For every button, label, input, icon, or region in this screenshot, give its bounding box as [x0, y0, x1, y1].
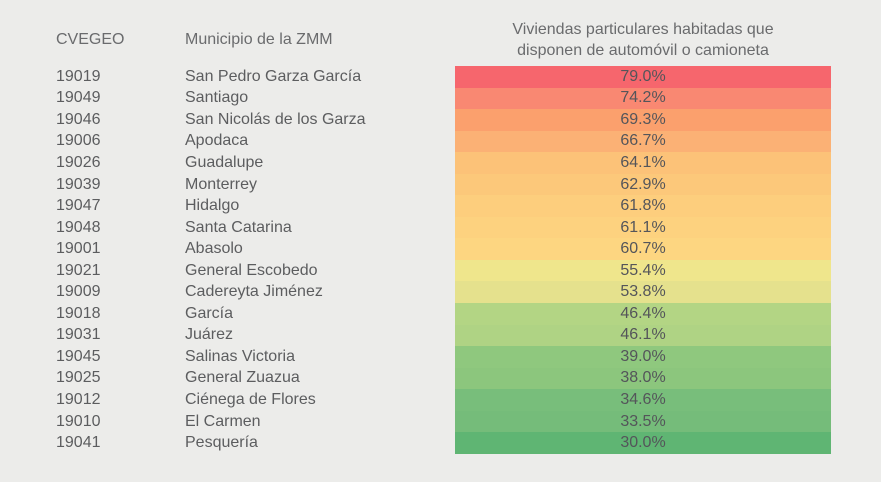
value-cell: 61.1% — [455, 216, 831, 239]
value-cell: 60.7% — [455, 238, 831, 260]
cvegeo-cell: 19031 — [56, 326, 101, 344]
cvegeo-cell: 19001 — [56, 240, 101, 258]
municipio-cell: Pesquería — [185, 434, 258, 452]
column-header-cvegeo: CVEGEO — [56, 31, 125, 48]
table-body: 19019 San Pedro Garza García 79.0% 19049… — [0, 66, 881, 454]
value-cell: 53.8% — [455, 281, 831, 304]
cvegeo-cell: 19048 — [56, 218, 101, 236]
value-cell: 30.0% — [455, 432, 831, 454]
column-header-municipio: Municipio de la ZMM — [185, 31, 333, 48]
cvegeo-cell: 19006 — [56, 132, 101, 150]
value-cell: 62.9% — [455, 173, 831, 196]
value-cell: 33.5% — [455, 410, 831, 433]
municipio-cell: Santiago — [185, 89, 249, 107]
municipio-cell: San Pedro Garza García — [185, 67, 362, 85]
table-row: 19025 General Zuazua 38.0% — [0, 367, 881, 390]
municipio-cell: Guadalupe — [185, 153, 264, 171]
column-header-values: Viviendas particulares habitadas que dis… — [455, 19, 831, 61]
cvegeo-cell: 19025 — [56, 369, 101, 387]
table-row: 19010 El Carmen 33.5% — [0, 410, 881, 433]
column-header-values-line2: disponen de automóvil o camioneta — [517, 42, 769, 59]
cvegeo-cell: 19049 — [56, 89, 101, 107]
table-row: 19019 San Pedro Garza García 79.0% — [0, 66, 881, 88]
municipio-cell: El Carmen — [185, 412, 261, 430]
heatmap-table: CVEGEO Municipio de la ZMM Viviendas par… — [0, 0, 881, 454]
municipio-cell: San Nicolás de los Garza — [185, 110, 366, 128]
table-row: 19012 Ciénega de Flores 34.6% — [0, 389, 881, 411]
cvegeo-cell: 19026 — [56, 153, 101, 171]
municipio-cell: García — [185, 304, 234, 322]
column-header-values-line1: Viviendas particulares habitadas que — [512, 21, 774, 38]
table-row: 19001 Abasolo 60.7% — [0, 238, 881, 260]
table-row: 19046 San Nicolás de los Garza 69.3% — [0, 109, 881, 131]
table-row: 19021 General Escobedo 55.4% — [0, 259, 881, 282]
cvegeo-cell: 19046 — [56, 110, 101, 128]
value-cell: 34.6% — [455, 389, 831, 411]
municipio-cell: General Escobedo — [185, 261, 318, 279]
cvegeo-cell: 19039 — [56, 175, 101, 193]
municipio-cell: Cadereyta Jiménez — [185, 283, 323, 301]
table-row: 19045 Salinas Victoria 39.0% — [0, 346, 881, 368]
value-cell: 66.7% — [455, 130, 831, 153]
value-cell: 69.3% — [455, 109, 831, 131]
municipio-cell: Apodaca — [185, 132, 249, 150]
table-row: 19031 Juárez 46.1% — [0, 324, 881, 347]
municipio-cell: Abasolo — [185, 240, 243, 258]
table-row: 19026 Guadalupe 64.1% — [0, 152, 881, 174]
cvegeo-cell: 19010 — [56, 412, 101, 430]
table-row: 19009 Cadereyta Jiménez 53.8% — [0, 281, 881, 304]
cvegeo-cell: 19047 — [56, 197, 101, 215]
value-cell: 46.1% — [455, 324, 831, 347]
municipio-cell: Salinas Victoria — [185, 347, 295, 365]
value-cell: 55.4% — [455, 259, 831, 282]
cvegeo-cell: 19045 — [56, 347, 101, 365]
value-cell: 74.2% — [455, 87, 831, 110]
municipio-cell: Ciénega de Flores — [185, 390, 316, 408]
value-cell: 79.0% — [455, 66, 831, 88]
table-header: CVEGEO Municipio de la ZMM Viviendas par… — [0, 0, 881, 66]
municipio-cell: Santa Catarina — [185, 218, 292, 236]
cvegeo-cell: 19019 — [56, 67, 101, 85]
table-row: 19039 Monterrey 62.9% — [0, 173, 881, 196]
table-row: 19041 Pesquería 30.0% — [0, 432, 881, 454]
cvegeo-cell: 19018 — [56, 304, 101, 322]
cvegeo-cell: 19041 — [56, 434, 101, 452]
table-row: 19006 Apodaca 66.7% — [0, 130, 881, 153]
table-row: 19018 García 46.4% — [0, 303, 881, 325]
value-cell: 61.8% — [455, 195, 831, 217]
municipio-cell: Hidalgo — [185, 197, 240, 215]
cvegeo-cell: 19009 — [56, 283, 101, 301]
value-cell: 64.1% — [455, 152, 831, 174]
municipio-cell: General Zuazua — [185, 369, 300, 387]
value-cell: 38.0% — [455, 367, 831, 390]
table-row: 19047 Hidalgo 61.8% — [0, 195, 881, 217]
cvegeo-cell: 19021 — [56, 261, 101, 279]
table-row: 19049 Santiago 74.2% — [0, 87, 881, 110]
municipio-cell: Monterrey — [185, 175, 258, 193]
value-cell: 39.0% — [455, 346, 831, 368]
value-cell: 46.4% — [455, 303, 831, 325]
cvegeo-cell: 19012 — [56, 390, 101, 408]
municipio-cell: Juárez — [185, 326, 234, 344]
table-row: 19048 Santa Catarina 61.1% — [0, 216, 881, 239]
